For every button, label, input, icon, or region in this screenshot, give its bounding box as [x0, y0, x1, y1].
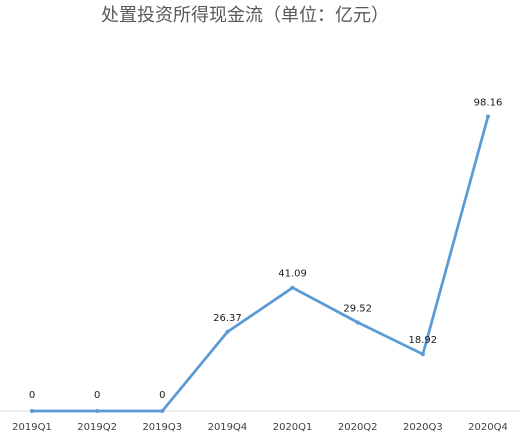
data-label: 18.92: [409, 335, 438, 346]
series-line: [30, 115, 490, 413]
data-point-2019Q1: [30, 409, 34, 413]
data-label: 29.52: [343, 303, 372, 314]
x-tick-label: 2019Q4: [208, 422, 248, 433]
data-label: 0: [94, 390, 100, 401]
data-point-2019Q3: [160, 409, 165, 413]
data-labels: 0 0 0 26.37 41.09 29.52 18.92 98.16: [29, 98, 503, 401]
data-point-2020Q1: [290, 285, 295, 290]
x-tick-label: 2019Q3: [142, 422, 182, 433]
data-label: 26.37: [213, 313, 242, 324]
series-layer: [30, 114, 490, 413]
data-label: 98.16: [474, 98, 503, 109]
x-tick-label: 2020Q4: [468, 422, 508, 433]
data-label: 41.09: [278, 269, 307, 280]
x-tick-label: 2020Q2: [338, 422, 378, 433]
chart-title: 处置投资所得现金流（单位：亿元）: [101, 5, 389, 26]
x-tick-label: 2020Q3: [403, 422, 443, 433]
data-point-2020Q3: [420, 352, 425, 357]
data-label: 0: [159, 390, 165, 401]
data-point-2019Q4: [225, 329, 230, 334]
data-point-2019Q2: [95, 409, 100, 413]
x-tick-label: 2020Q1: [273, 422, 313, 433]
x-tick-label: 2019Q1: [12, 422, 52, 433]
data-point-2020Q2: [355, 320, 360, 325]
x-tick-label: 2019Q2: [77, 422, 117, 433]
x-tick-labels: 2019Q1 2019Q2 2019Q3 2019Q4 2020Q1 2020Q2 2020…: [12, 422, 508, 433]
data-label: 0: [29, 390, 35, 401]
data-point-2020Q4: [486, 114, 490, 119]
